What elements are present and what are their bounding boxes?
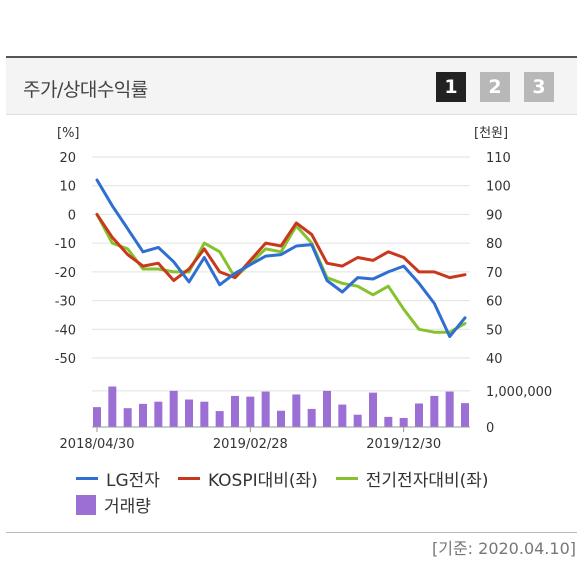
legend-kospi: KOSPI대비(좌) xyxy=(177,466,318,491)
chart-svg: [%] [천원] 20 110 10 100 0 90 -10 80 -20 70 -30 60 -40 50… xyxy=(55,126,552,452)
page-3-button[interactable]: 3 xyxy=(524,72,554,102)
x-tick-label: 2018/04/30 xyxy=(60,437,135,452)
volume-bar xyxy=(445,391,454,427)
legend-sector-swatch xyxy=(335,477,358,480)
volume-bar xyxy=(231,395,239,427)
volume-bar xyxy=(93,407,101,427)
right-axis-title: [천원] xyxy=(474,126,508,141)
x-tick-label: 2019/02/28 xyxy=(213,437,288,452)
legend-volume: 거래량 xyxy=(76,492,151,517)
series-line-kospi xyxy=(95,212,467,282)
panel-header: 주가/상대수익률 1 2 3 xyxy=(6,58,577,115)
volume-bar xyxy=(215,411,224,427)
volume-bar xyxy=(169,390,178,427)
page-1-button[interactable]: 1 xyxy=(436,72,466,102)
series-line-sector xyxy=(95,212,467,334)
legend-lg: LG전자 xyxy=(76,466,160,491)
volume-bar xyxy=(261,391,270,427)
legend-row-1: LG전자 KOSPI대비(좌) 전기전자대비(좌) xyxy=(76,466,507,491)
legend-sector-label: 전기전자대비(좌) xyxy=(365,471,489,491)
volume-bar xyxy=(430,395,439,427)
right-tick-label: 90 xyxy=(486,208,503,223)
right-tick-label: 80 xyxy=(486,237,503,252)
x-tick-label: 2019/12/30 xyxy=(366,437,441,452)
page-2-button[interactable]: 2 xyxy=(480,72,510,102)
legend-kospi-swatch xyxy=(177,477,200,480)
left-tick-label: -50 xyxy=(55,352,76,367)
volume-bar xyxy=(353,414,362,427)
right-tick-label: 50 xyxy=(486,323,503,338)
volume-bar xyxy=(123,408,132,427)
volume-bar xyxy=(246,396,255,427)
panel-title: 주가/상대수익률 xyxy=(23,79,148,101)
series-line-lg xyxy=(95,178,467,338)
volume-bar xyxy=(461,403,469,427)
volume-bar xyxy=(307,408,316,427)
legend-kospi-label: KOSPI대비(좌) xyxy=(207,471,318,491)
volume-bar xyxy=(369,392,377,427)
volume-bar xyxy=(292,394,301,427)
left-tick-label: -20 xyxy=(55,266,76,281)
legend-lg-label: LG전자 xyxy=(106,471,160,491)
volume-bar xyxy=(384,416,393,427)
legend-lg-swatch xyxy=(76,477,98,480)
volume-bar xyxy=(338,404,347,427)
volume-bar xyxy=(108,386,117,427)
volume-bar xyxy=(323,390,331,427)
volume-bar xyxy=(399,417,408,427)
legend-row-2: 거래량 xyxy=(76,492,169,517)
left-tick-label: -30 xyxy=(55,295,76,310)
left-tick-label: 10 xyxy=(59,180,76,195)
volume-tick-label: 0 xyxy=(486,421,494,436)
left-tick-label: 20 xyxy=(59,151,76,166)
volume-bar xyxy=(139,403,147,427)
left-tick-label: -10 xyxy=(55,237,76,252)
reference-date: [기준: 2020.04.10] xyxy=(431,539,576,558)
legend-volume-label: 거래량 xyxy=(104,497,151,517)
chart-panel: 주가/상대수익률 1 2 3 xyxy=(6,56,577,533)
right-tick-label: 40 xyxy=(486,352,503,367)
left-axis-title: [%] xyxy=(57,126,80,141)
right-tick-label: 60 xyxy=(486,295,503,310)
left-tick-label: 0 xyxy=(68,208,76,223)
volume-bar xyxy=(200,401,209,427)
volume-bar xyxy=(154,401,163,427)
volume-tick-label: 1,000,000 xyxy=(486,385,552,400)
right-tick-label: 110 xyxy=(486,151,511,166)
right-tick-label: 100 xyxy=(486,180,511,195)
legend-sector: 전기전자대비(좌) xyxy=(335,466,489,491)
left-tick-label: -40 xyxy=(55,323,76,338)
volume-bar xyxy=(185,399,193,427)
legend-volume-swatch xyxy=(76,494,96,515)
volume-bar xyxy=(415,403,423,427)
right-tick-label: 70 xyxy=(486,266,503,281)
volume-bar xyxy=(277,410,285,427)
